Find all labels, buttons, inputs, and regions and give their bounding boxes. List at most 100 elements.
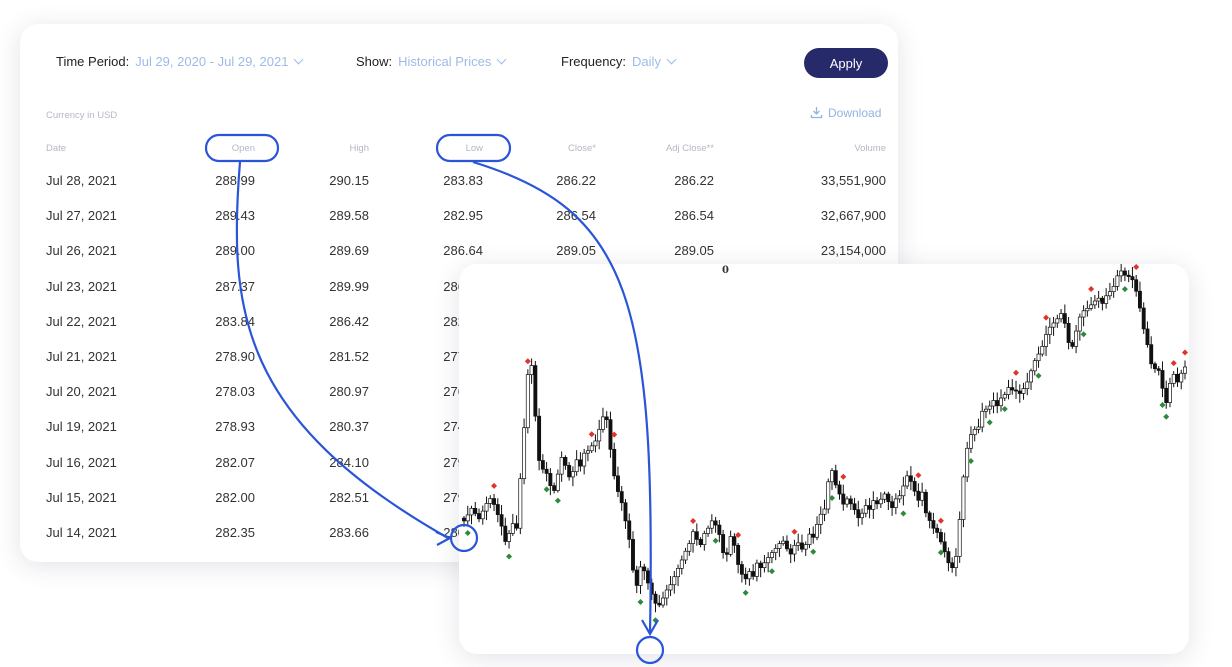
candle-body [1164, 387, 1169, 403]
candle-body [518, 478, 523, 529]
candle-body [664, 589, 669, 599]
cell-volume: 32,667,900 [820, 208, 886, 224]
candle-body [623, 502, 628, 522]
candle-body [1074, 330, 1079, 347]
candle-body [653, 593, 658, 604]
candle-body [818, 513, 823, 525]
trough-marker [1159, 402, 1166, 409]
header-adj-close[interactable]: Adj Close** [665, 143, 714, 154]
trough-marker [506, 553, 513, 560]
candle-body [514, 523, 519, 529]
header-low[interactable]: Low [465, 143, 483, 154]
candle-body [976, 426, 981, 430]
trough-marker [712, 537, 719, 544]
show-filter[interactable]: Show: Historical Prices [356, 54, 507, 69]
candle-body [574, 459, 579, 473]
candle-body [984, 408, 988, 412]
cell-high: 289.99 [329, 278, 369, 294]
candle-body [559, 457, 564, 475]
candle-body [1160, 370, 1165, 389]
trough-marker [1001, 405, 1008, 412]
candle-body [679, 559, 684, 569]
candle-body [1089, 304, 1094, 309]
candle-body [969, 434, 973, 449]
chevron-down-icon [496, 54, 507, 65]
candle-body [570, 471, 575, 478]
candle-body [694, 531, 699, 540]
show-value[interactable]: Historical Prices [398, 54, 492, 69]
download-label: Download [828, 106, 882, 120]
candle-body [736, 544, 741, 565]
candle-body [769, 552, 774, 558]
candle-body [863, 505, 868, 514]
peak-marker [937, 517, 944, 524]
candle-body [555, 473, 560, 491]
candle-body [507, 533, 512, 542]
candle-body [709, 520, 714, 529]
cell-open: 283.84 [215, 313, 255, 329]
candle-body [1077, 316, 1082, 332]
header-date[interactable]: Date [46, 143, 67, 154]
candle-body [612, 448, 617, 477]
candle-body [1111, 286, 1116, 292]
candle-body [886, 493, 891, 503]
candle-body [762, 562, 767, 569]
candle-body [758, 562, 763, 569]
candle-body [931, 520, 936, 529]
cell-date: Jul 21, 2021 [46, 349, 117, 364]
apply-button[interactable]: Apply [804, 48, 888, 78]
candle-body [935, 527, 940, 533]
candle-body [766, 557, 771, 564]
header-high[interactable]: High [349, 143, 369, 154]
candle-body [1096, 297, 1101, 302]
candle-body [1055, 318, 1060, 324]
header-close[interactable]: Close* [568, 143, 596, 154]
header-volume[interactable]: Volume [854, 143, 886, 154]
candle-body [972, 429, 977, 436]
candle-body [882, 493, 887, 500]
candle-body [811, 533, 816, 538]
candle-body [582, 452, 587, 467]
peak-marker [524, 358, 531, 365]
cell-date: Jul 22, 2021 [46, 313, 117, 329]
time-period-value[interactable]: Jul 29, 2020 - Jul 29, 2021 [135, 54, 289, 69]
frequency-filter[interactable]: Frequency: Daily [561, 54, 677, 69]
cell-date: Jul 23, 2021 [46, 278, 117, 294]
candle-body [743, 573, 748, 580]
candle-body [1010, 387, 1015, 391]
table-row: Jul 27, 2021 289.43 289.58 282.95 286.54 286.… [20, 208, 898, 224]
candle-body [754, 562, 759, 577]
candle-body [544, 468, 549, 474]
candle-body [1126, 274, 1131, 277]
candle-body [1021, 388, 1026, 394]
candle-body [488, 498, 493, 504]
header-open[interactable]: Open [231, 143, 255, 154]
trough-marker [464, 530, 471, 537]
frequency-value[interactable]: Daily [632, 54, 661, 69]
cell-open: 278.90 [215, 349, 255, 364]
candle-body [462, 517, 466, 522]
candle-body [1145, 328, 1150, 345]
candle-body [897, 495, 902, 500]
candle-body [728, 536, 733, 555]
candle-body [732, 536, 737, 546]
candle-body [923, 491, 928, 514]
candle-body [1066, 322, 1071, 343]
candle-body [848, 498, 853, 505]
cell-low: 282.95 [443, 208, 483, 224]
time-period-filter[interactable]: Time Period: Jul 29, 2020 - Jul 29, 2021 [56, 54, 304, 69]
candle-body [634, 569, 639, 586]
chevron-down-icon [294, 54, 304, 65]
candlestick-chart-panel: 0 [459, 264, 1189, 654]
candle-body [1130, 276, 1135, 281]
cell-close: 286.54 [556, 208, 596, 224]
candle-body [687, 543, 692, 552]
candle-body [1006, 387, 1011, 395]
download-link[interactable]: Download [810, 106, 881, 120]
cell-open: 278.93 [215, 419, 255, 435]
candle-body [999, 397, 1003, 407]
candle-body [961, 476, 966, 520]
candle-body [1017, 390, 1022, 394]
candle-body [830, 470, 834, 483]
cell-volume: 33,551,900 [820, 173, 886, 188]
